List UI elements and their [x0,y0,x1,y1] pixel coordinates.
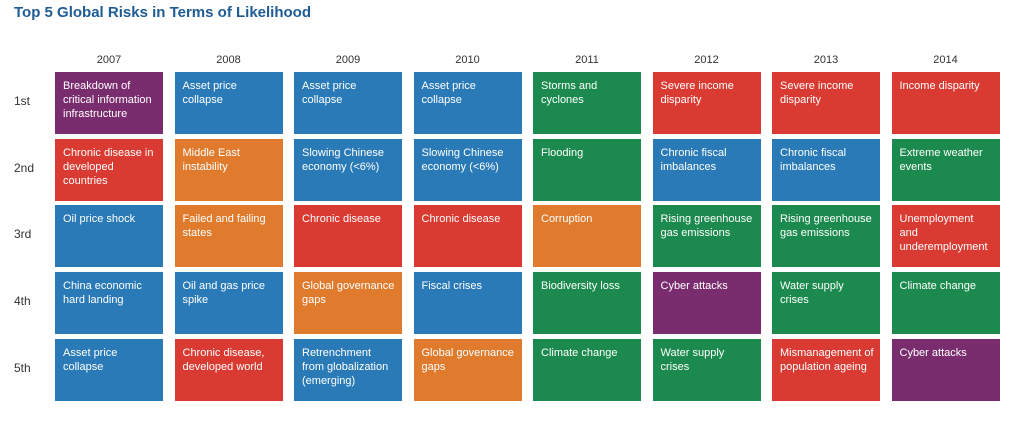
risk-cell-2010-1st: Asset price collapse [413,72,522,134]
risk-cell-2012-2nd: Chronic fiscal imbalances [652,138,761,201]
risk-cell-2012-3rd: Rising greenhouse gas emissions [652,205,761,268]
risk-cell-2009-3rd: Chronic disease [294,205,402,268]
risk-cell-2009-4th: Global governance gaps [294,272,402,335]
year-header-2011: 2011 [575,54,599,66]
risk-cell-2013-2nd: Chronic fiscal imbalances [772,138,880,201]
chart-title: Top 5 Global Risks in Terms of Likelihoo… [14,4,311,21]
risk-cell-2010-5th: Global governance gaps [413,338,522,401]
year-header-2009: 2009 [335,54,361,66]
risk-cell-2010-4th: Fiscal crises [413,272,522,335]
risk-cell-2013-1st: Severe income disparity [772,72,880,134]
risk-cell-2008-4th: Oil and gas price spike [174,272,283,335]
rank-label-1st: 1st [14,94,31,108]
risk-cell-2011-5th: Climate change [533,338,641,401]
risk-cell-2010-2nd: Slowing Chinese economy (<6%) [413,138,522,201]
rank-label-4th: 4th [14,294,31,309]
risk-cell-2012-1st: Severe income disparity [652,72,761,134]
year-header-2010: 2010 [455,54,480,66]
risk-cell-2012-5th: Water supply crises [652,338,761,401]
risk-cell-2009-1st: Asset price collapse [294,72,402,134]
rank-label-2nd: 2nd [14,160,35,175]
risk-cell-2007-5th: Asset price collapse [55,338,163,401]
risk-cell-2010-3rd: Chronic disease [413,205,522,268]
risk-cell-2007-4th: China economic hard landing [55,272,163,335]
risk-cell-2012-4th: Cyber attacks [652,272,761,335]
risk-cell-2011-3rd: Corruption [533,205,641,268]
risk-cell-2013-3rd: Rising greenhouse gas emissions [772,205,880,268]
risk-cell-2011-4th: Biodiversity loss [533,272,641,335]
risk-cell-2007-2nd: Chronic disease in developed countries [55,138,163,201]
risk-cell-2007-3rd: Oil price shock [55,205,163,268]
rank-label-3rd: 3rd [14,227,32,242]
risk-cell-2011-1st: Storms and cyclones [533,72,641,134]
year-header-2012: 2012 [694,54,719,66]
rank-label-5th: 5th [14,360,31,375]
risk-cell-2011-2nd: Flooding [533,138,641,201]
risk-cell-2008-3rd: Failed and failing states [174,205,283,268]
risk-cell-2014-1st: Income disparity [891,72,1000,134]
risk-cell-2007-1st: Breakdown of critical information infras… [55,72,163,134]
risk-cell-2014-3rd: Unemployment and underemployment [891,205,1000,268]
risk-cell-2014-4th: Climate change [891,272,1000,335]
risk-cell-2008-2nd: Middle East instability [174,138,283,201]
risk-cell-2008-5th: Chronic disease, developed world [174,338,283,401]
year-header-2008: 2008 [216,54,241,66]
risk-cell-2008-1st: Asset price collapse [174,72,283,134]
risk-cell-2009-2nd: Slowing Chinese economy (<6%) [294,138,402,201]
risk-cell-2013-5th: Mismanagement of population ageing [772,338,880,401]
year-header-2014: 2014 [933,54,958,66]
risk-cell-2013-4th: Water supply crises [772,272,880,335]
year-header-2007: 2007 [96,54,122,66]
risk-cell-2014-2nd: Extreme weather events [891,138,1000,201]
risk-cell-2014-5th: Cyber attacks [891,338,1000,401]
year-header-2013: 2013 [813,54,839,66]
risk-cell-2009-5th: Retrenchment from globalization (emergin… [294,338,402,401]
